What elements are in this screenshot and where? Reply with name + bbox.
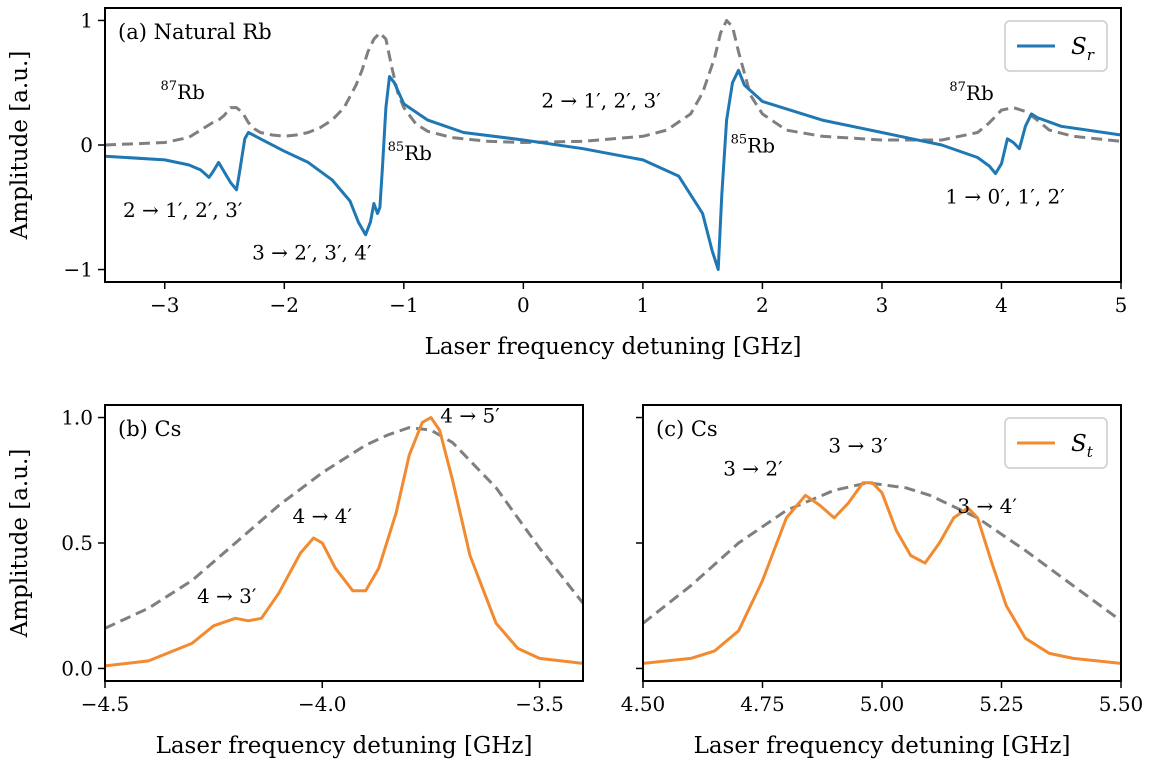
dashed-series-line	[643, 481, 1121, 625]
legend-label-subscript: t	[1087, 443, 1094, 461]
annotation-superscript: 87	[160, 79, 177, 94]
dashed-series-line	[105, 426, 583, 630]
x-tick-label: 1	[637, 293, 650, 317]
y-tick-label: 1.0	[61, 406, 93, 430]
x-tick-label: 5	[1115, 293, 1128, 317]
annotation: 3 → 2′, 3′, 4′	[252, 241, 372, 265]
panel-label: (c) Cs	[656, 417, 718, 441]
panel-c: 4.50 4.75 5.00 5.25 5.50 Laser frequency detu…	[621, 404, 1144, 759]
x-tick-label: 4	[995, 293, 1008, 317]
annotation-text: Rb	[747, 133, 775, 157]
annotation: 87Rb	[949, 80, 993, 105]
legend-label-main: S	[1071, 431, 1087, 457]
x-axis-label: Laser frequency detuning [GHz]	[694, 733, 1071, 759]
legend-box	[1004, 20, 1108, 72]
x-tick-label: −2	[270, 293, 299, 317]
annotation-superscript: 85	[388, 140, 405, 155]
x-tick-label: 5.00	[860, 692, 905, 716]
x-tick-label: −1	[389, 293, 418, 317]
legend: St	[1004, 417, 1108, 469]
annotation-text: Rb	[177, 80, 205, 104]
annotation-superscript: 87	[949, 80, 966, 95]
y-tick-label: 0.0	[61, 656, 93, 680]
annotation-text: 3 → 4′	[957, 494, 1017, 518]
x-tick-label: −3	[150, 293, 179, 317]
legend-box	[1004, 417, 1108, 469]
legend: Sr	[1004, 20, 1108, 72]
series-line	[105, 68, 1121, 271]
annotation: 1 → 0′, 1′, 2′	[945, 185, 1065, 209]
y-tick-label: 0.5	[61, 531, 93, 555]
annotation: 3 → 2′	[723, 456, 783, 480]
annotation: 4 → 5′	[440, 404, 500, 428]
annotation-text: 4 → 4′	[293, 504, 353, 528]
x-tick-label: −4.0	[298, 692, 347, 716]
series-line	[643, 481, 1121, 665]
x-axis-label: Laser frequency detuning [GHz]	[425, 334, 802, 360]
legend-label-subscript: r	[1087, 46, 1095, 64]
annotation-text: 4 → 3′	[197, 584, 257, 608]
annotation: 85Rb	[388, 140, 432, 165]
y-tick-label: 1	[80, 8, 93, 32]
y-tick-label: −1	[64, 258, 93, 282]
annotation-text: 2 → 1′, 2′, 3′	[541, 89, 661, 113]
panel-a: −3 −2 −1 0 1 2 3 4 5 −1 0 1 Laser frequency detuning…	[7, 7, 1128, 360]
x-tick-label: −3.5	[515, 692, 564, 716]
annotation-text: 3 → 2′	[723, 456, 783, 480]
annotation-text: Rb	[966, 81, 994, 105]
x-tick-label: 2	[756, 293, 769, 317]
x-tick-label: 4.75	[740, 692, 785, 716]
annotation: 3 → 3′	[828, 434, 888, 458]
x-tick-label: −4.5	[81, 692, 130, 716]
panel-b: −4.5 −4.0 −3.5 0.0 0.5 1.0 Laser frequency det…	[7, 404, 584, 759]
legend-label: St	[1071, 431, 1094, 461]
annotation: 2 → 1′, 2′, 3′	[123, 198, 243, 222]
x-tick-label: 4.50	[621, 692, 666, 716]
legend-label: Sr	[1071, 34, 1095, 64]
series-line	[105, 416, 583, 668]
annotation-text: Rb	[404, 141, 432, 165]
annotation-text: 3 → 3′	[828, 434, 888, 458]
annotation: 87Rb	[160, 79, 204, 104]
x-tick-label: 5.50	[1099, 692, 1144, 716]
y-axis-label: Amplitude [a.u.]	[7, 449, 33, 639]
y-tick-label: 0	[80, 133, 93, 157]
annotation-text: 4 → 5′	[440, 404, 500, 428]
annotation: 4 → 3′	[197, 584, 257, 608]
annotation: 3 → 4′	[957, 494, 1017, 518]
panel-label: (b) Cs	[118, 417, 181, 441]
annotation: 4 → 4′	[293, 504, 353, 528]
annotation: 2 → 1′, 2′, 3′	[541, 89, 661, 113]
annotation-text: 1 → 0′, 1′, 2′	[945, 185, 1065, 209]
annotation-text: 3 → 2′, 3′, 4′	[252, 241, 372, 265]
x-tick-label: 5.25	[979, 692, 1024, 716]
x-tick-label: 0	[517, 293, 530, 317]
annotation: 85Rb	[731, 132, 775, 157]
x-axis-label: Laser frequency detuning [GHz]	[156, 733, 533, 759]
legend-label-main: S	[1071, 34, 1087, 60]
annotation-text: 2 → 1′, 2′, 3′	[123, 198, 243, 222]
annotation-superscript: 85	[731, 132, 748, 147]
dashed-series-line	[105, 19, 1121, 147]
y-axis-label: Amplitude [a.u.]	[7, 51, 33, 241]
panel-label: (a) Natural Rb	[118, 20, 272, 44]
x-tick-label: 3	[876, 293, 889, 317]
